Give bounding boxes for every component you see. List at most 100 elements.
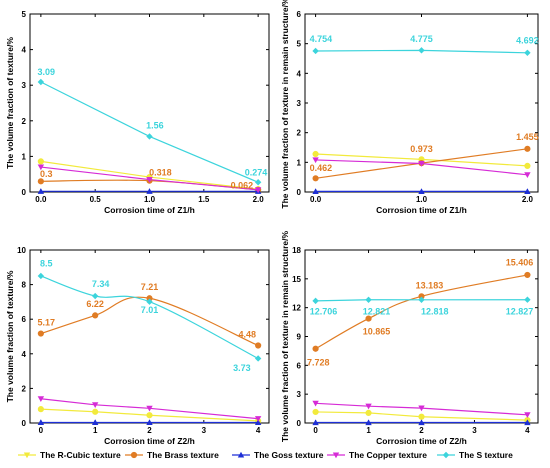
data-point-copper — [37, 396, 45, 402]
x-tick-label: 1.5 — [198, 195, 210, 204]
y-tick-label: 0 — [22, 419, 27, 428]
data-point-s — [91, 292, 99, 300]
data-label: 0.462 — [310, 163, 333, 173]
data-label: 7.728 — [307, 357, 330, 367]
legend-item: The R-Cubic texture — [18, 450, 121, 460]
data-label: 7.34 — [92, 279, 110, 289]
y-tick-label: 8 — [22, 281, 27, 290]
y-tick-label: 5 — [297, 40, 302, 49]
x-axis-title: Corrosion time of Z2/h — [376, 436, 467, 446]
data-point-r_cubic — [37, 406, 44, 413]
y-tick-label: 4 — [297, 69, 302, 78]
data-point-copper — [365, 403, 372, 410]
data-label: 0.3 — [40, 169, 53, 179]
legend-label: The S texture — [459, 450, 513, 460]
x-tick-label: 4 — [525, 426, 530, 435]
y-tick-label: 0 — [22, 188, 27, 197]
series-line-s — [40, 275, 259, 360]
data-point-copper — [37, 164, 45, 171]
data-point-copper — [524, 412, 531, 419]
data-label: 5.17 — [38, 317, 56, 327]
data-label: 7.21 — [141, 282, 159, 292]
y-tick-label: 1 — [297, 158, 302, 167]
data-point-r_cubic — [92, 408, 99, 415]
data-point-s — [254, 179, 262, 186]
data-point-copper — [91, 402, 99, 409]
y-axis-title: The volume fraction of texture/% — [5, 270, 15, 402]
y-tick-label: 3 — [297, 99, 302, 108]
y-tick-label: 3 — [22, 81, 27, 90]
data-point-r_cubic — [365, 409, 372, 417]
legend-marker-icon — [332, 452, 340, 459]
x-tick-label: 0.0 — [310, 195, 322, 204]
data-point-s — [254, 355, 262, 362]
plot-frame — [304, 249, 539, 424]
legend-marker-icon — [442, 451, 450, 459]
x-tick-label: 2 — [419, 426, 424, 435]
y-tick-label: 2 — [22, 384, 27, 393]
data-point-goss — [91, 419, 99, 426]
y-tick-label: 0 — [297, 188, 302, 197]
data-label: 8.5 — [40, 258, 53, 268]
data-label: 4.754 — [310, 34, 333, 44]
data-point-brass — [312, 345, 319, 352]
data-label: 0.973 — [410, 144, 433, 154]
data-label: 4.692 — [516, 36, 539, 46]
x-tick-label: 3 — [472, 426, 477, 435]
data-label: 12.818 — [421, 306, 449, 316]
data-point-goss — [524, 188, 531, 194]
legend: The R-Cubic texture The Brass texture The … — [18, 450, 513, 460]
data-point-copper — [524, 172, 531, 178]
x-tick-label: 1 — [93, 426, 98, 435]
y-tick-label: 2 — [22, 117, 27, 126]
legend-item: The Copper texture — [327, 450, 427, 460]
x-tick-label: 0 — [39, 426, 44, 435]
y-axis-title: The volume fraction of texture/% — [5, 37, 15, 169]
data-label: 1.56 — [146, 121, 164, 131]
data-label: 0.274 — [245, 168, 268, 178]
legend-marker-icon — [130, 451, 138, 459]
y-tick-label: 1 — [22, 152, 27, 161]
x-tick-label: 2.0 — [253, 195, 265, 204]
data-point-goss — [146, 419, 153, 426]
x-tick-label: 0.5 — [90, 195, 102, 204]
data-point-copper — [146, 176, 153, 183]
data-label: 4.48 — [239, 329, 257, 339]
x-tick-label: 3 — [202, 426, 207, 435]
data-point-copper — [418, 405, 425, 412]
y-tick-label: 6 — [297, 361, 302, 370]
data-point-s — [312, 297, 319, 305]
series-line-r_cubic — [40, 408, 259, 422]
data-point-goss — [418, 188, 425, 194]
data-point-s — [37, 272, 45, 280]
data-label: 12.821 — [363, 306, 391, 316]
data-point-r_cubic — [312, 408, 319, 416]
data-label: 15.406 — [506, 257, 534, 267]
x-tick-label: 1 — [366, 426, 371, 435]
data-point-r_cubic — [37, 158, 44, 165]
data-point-r_cubic — [312, 150, 319, 158]
y-tick-label: 4 — [22, 350, 27, 359]
data-point-brass — [524, 145, 531, 152]
y-axis-title: The volume fraction of texture in remain… — [280, 0, 290, 209]
y-tick-label: 0 — [297, 419, 302, 428]
data-point-s — [524, 296, 531, 303]
data-point-brass — [37, 330, 44, 337]
data-point-copper — [146, 405, 153, 412]
series-line-brass — [40, 296, 259, 347]
data-point-s — [418, 47, 425, 54]
y-tick-label: 6 — [297, 10, 302, 19]
data-point-brass — [524, 271, 531, 279]
data-point-copper — [418, 160, 425, 167]
data-label: 6.22 — [86, 299, 104, 309]
data-label: 13.183 — [416, 280, 444, 290]
data-label: 12.706 — [310, 306, 338, 316]
legend-marker-icon — [23, 452, 31, 459]
y-tick-label: 4 — [22, 46, 27, 55]
y-tick-label: 18 — [292, 246, 301, 255]
data-point-s — [524, 49, 531, 57]
data-label: 0.318 — [149, 167, 172, 177]
data-point-brass — [37, 178, 44, 185]
